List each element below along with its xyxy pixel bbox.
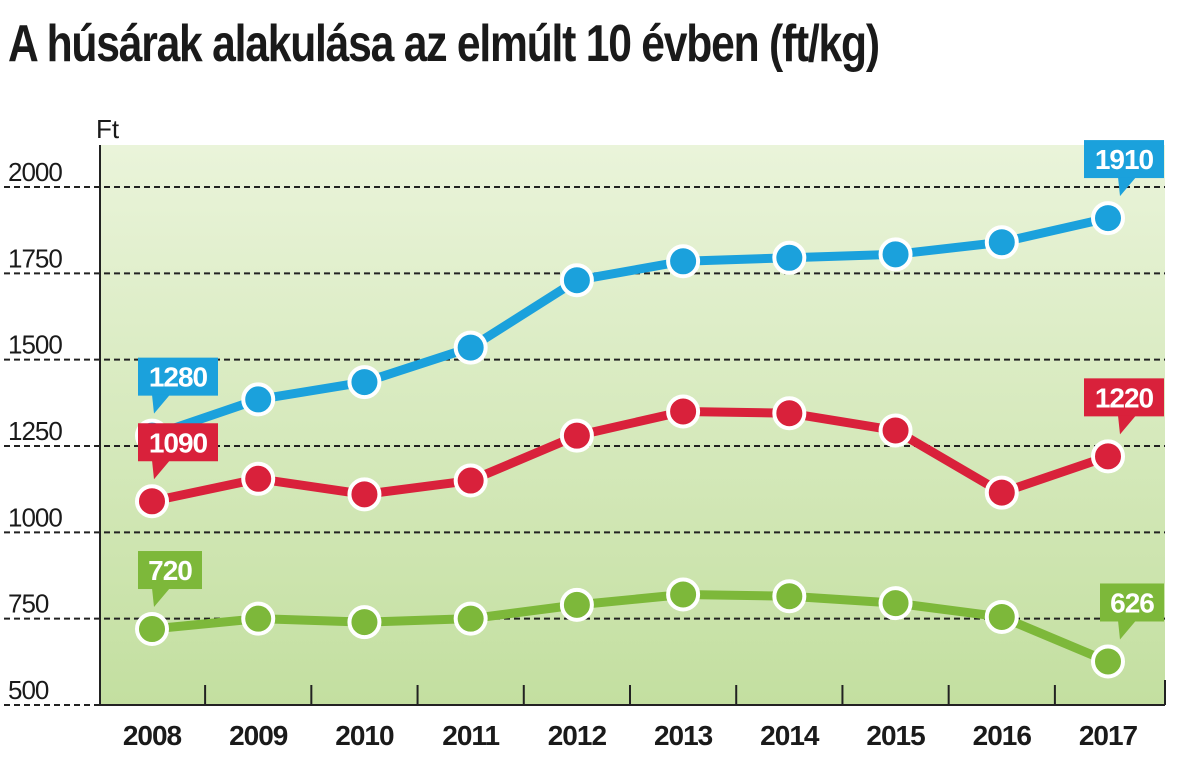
- data-point: [135, 484, 169, 519]
- data-point: [453, 601, 488, 636]
- x-tick-label: 2013: [654, 720, 713, 751]
- svg-text:1910: 1910: [1095, 144, 1154, 175]
- data-point: [241, 601, 276, 636]
- y-tick-label: 750: [8, 589, 49, 619]
- data-point: [347, 605, 382, 640]
- data-point: [1091, 439, 1125, 474]
- svg-text:1090: 1090: [149, 427, 208, 458]
- data-point: [559, 587, 594, 622]
- chart-title: A húsárak alakulása az elmúlt 10 évben (…: [8, 15, 880, 73]
- data-point: [772, 579, 807, 614]
- data-label: 1220: [1084, 378, 1164, 435]
- data-label: 720: [138, 551, 202, 608]
- data-point: [1091, 644, 1125, 679]
- data-point: [135, 612, 169, 647]
- data-point: [878, 237, 913, 272]
- data-point: [772, 396, 807, 431]
- y-tick-label: 500: [8, 675, 49, 705]
- x-tick-label: 2015: [866, 720, 925, 751]
- svg-text:1220: 1220: [1095, 382, 1154, 413]
- data-point: [347, 477, 382, 512]
- data-point: [772, 240, 807, 275]
- x-tick-label: 2012: [548, 720, 607, 751]
- y-tick-label: 1500: [8, 330, 62, 360]
- data-label: 626: [1100, 583, 1164, 640]
- y-axis-unit: Ft: [96, 114, 120, 144]
- data-point: [453, 330, 488, 365]
- data-point: [666, 394, 701, 429]
- y-tick-label: 1250: [8, 416, 62, 446]
- data-point: [559, 418, 594, 453]
- data-point: [878, 586, 913, 621]
- data-point: [347, 365, 382, 400]
- x-tick-label: 2010: [335, 720, 394, 751]
- data-label: 1910: [1084, 140, 1164, 197]
- x-tick-label: 2014: [760, 720, 820, 751]
- data-label: 1280: [138, 357, 218, 414]
- x-tick-label: 2016: [973, 720, 1032, 751]
- y-tick-label: 2000: [8, 157, 62, 187]
- x-tick-label: 2017: [1079, 720, 1138, 751]
- series-line: [147, 406, 1113, 506]
- data-point: [559, 263, 594, 298]
- series-line: [147, 589, 1113, 666]
- data-point: [241, 461, 276, 496]
- data-point: [666, 244, 701, 279]
- series-line: [147, 213, 1113, 441]
- data-point: [984, 225, 1019, 260]
- y-tick-label: 1000: [8, 502, 62, 532]
- svg-text:626: 626: [1110, 587, 1154, 618]
- data-point: [1091, 201, 1125, 236]
- x-tick-label: 2009: [229, 720, 288, 751]
- svg-text:1280: 1280: [149, 362, 208, 393]
- data-point: [984, 599, 1019, 634]
- data-point: [453, 463, 488, 498]
- data-label: 1090: [138, 423, 218, 480]
- svg-text:720: 720: [148, 555, 192, 586]
- data-point: [878, 413, 913, 448]
- data-point: [666, 577, 701, 612]
- x-tick-label: 2011: [442, 720, 499, 751]
- data-point: [241, 382, 276, 417]
- y-tick-label: 1750: [8, 243, 62, 273]
- data-point: [984, 475, 1019, 510]
- x-tick-label: 2008: [123, 720, 182, 751]
